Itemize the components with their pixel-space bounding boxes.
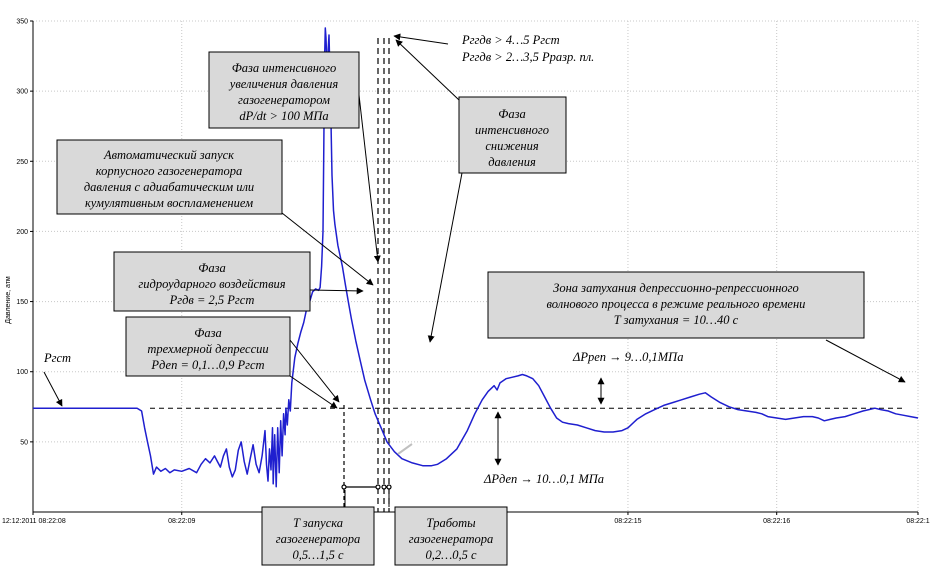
box-t-start <box>261 506 375 566</box>
annotations: Фаза интенсивного увеличения давления газо… <box>43 33 805 562</box>
annotation-p-static-line-0: Pгст <box>43 351 71 365</box>
x-tick-label-1: 08:22:09 <box>168 518 195 525</box>
annotation-t-work-line-1: газогенератора <box>409 532 494 546</box>
annotation-intensive-decrease-line-0: Фаза <box>498 107 525 121</box>
annotation-hydro-impact-line-1: гидроударного воздействия <box>138 277 285 291</box>
annotation-intensive-decrease-line-2: снижения <box>485 139 538 153</box>
annotation-t-work-line-2: 0,2…0,5 с <box>425 548 476 562</box>
x-tick-label-3: 08:22:16 <box>763 518 790 525</box>
y-axis-label: Давление, атм <box>5 276 12 324</box>
x-tick-label-0: 12:12:2011 08:22:08 <box>2 518 66 525</box>
annotation-intensive-increase-line-2: газогенератором <box>238 93 330 107</box>
annotation-depression-line-2: Pдеп = 0,1…0,9 Pгст <box>150 358 264 372</box>
annotation-depression-line-0: Фаза <box>194 326 221 340</box>
annotation-t-start-line-0: T запуска <box>293 516 343 530</box>
annotation-peak-pressure-line-0: Pггдв > 4…5 Pгст <box>461 33 560 47</box>
annotation-damping-zone-line-2: T затухания = 10…40 с <box>614 313 739 327</box>
annotation-intensive-decrease: Фаза интенсивного снижения давления <box>475 107 549 169</box>
annotation-dp-dep: ΔPдеп → 10…0,1 МПа <box>483 472 604 486</box>
annotation-intensive-decrease-line-1: интенсивного <box>475 123 549 137</box>
y-tick-label-0: 50 <box>20 439 28 446</box>
annotation-t-start-line-2: 0,5…1,5 с <box>292 548 343 562</box>
box-damping-zone <box>487 271 865 339</box>
annotation-peak-pressure-line-1: Pггдв > 2…3,5 Pразр. пл. <box>461 50 594 64</box>
annotation-damping-zone: Зона затухания депрессионно-репрессионно… <box>547 281 806 327</box>
annotation-intensive-increase-line-3: dP/dt > 100 МПа <box>239 109 328 123</box>
annotation-peak-pressure: Pггдв > 4…5 Pгст Pггдв > 2…3,5 Pразр. пл. <box>461 33 594 64</box>
y-axis-ticks: 50 100 150 200 250 300 350 <box>16 19 33 446</box>
annotation-intensive-decrease-line-3: давления <box>488 155 536 169</box>
annotation-auto-start-line-3: кумулятивным воспламенением <box>85 196 253 210</box>
x-axis-ticks: 12:12:2011 08:22:08 08:22:09 08:22:15 08:22… <box>2 512 930 525</box>
box-intensive-decrease <box>458 96 567 174</box>
annotation-t-work-line-0: Tработы <box>426 516 476 530</box>
annotation-auto-start-line-0: Автоматический запуск <box>103 148 234 162</box>
box-depression <box>125 316 291 377</box>
annotation-damping-zone-line-1: волнового процесса в режиме реального вр… <box>547 297 806 311</box>
annotation-intensive-increase: Фаза интенсивного увеличения давления газо… <box>228 61 339 123</box>
y-tick-label-3: 200 <box>16 229 28 236</box>
annotation-t-start: T запуска газогенератора 0,5…1,5 с <box>276 516 361 562</box>
box-t-work <box>394 506 508 566</box>
pressure-series-line <box>33 27 919 488</box>
decorative-mark <box>397 443 413 455</box>
annotation-intensive-increase-line-1: увеличения давления <box>228 77 339 91</box>
box-auto-start <box>56 139 283 215</box>
annotation-hydro-impact-line-2: Pгдв = 2,5 Pгст <box>169 293 255 307</box>
annotation-hydro-impact: Фаза гидроударного воздействия Pгдв = 2,5 … <box>138 261 285 307</box>
y-tick-label-1: 100 <box>16 369 28 376</box>
annotation-t-work: Tработы газогенератора 0,2…0,5 с <box>409 516 494 562</box>
x-tick-label-2: 08:22:15 <box>614 518 641 525</box>
y-tick-label-5: 300 <box>16 89 28 96</box>
annotation-t-start-line-1: газогенератора <box>276 532 361 546</box>
leader-lines <box>43 33 906 507</box>
annotation-damping-zone-line-0: Зона затухания депрессионно-репрессионно… <box>553 281 799 295</box>
y-tick-label-2: 150 <box>16 299 28 306</box>
annotation-intensive-increase-line-0: Фаза интенсивного <box>232 61 337 75</box>
annotation-auto-start: Автоматический запуск корпусного газогене… <box>84 148 254 210</box>
y-tick-label-6: 350 <box>16 19 28 26</box>
y-tick-label-4: 250 <box>16 159 28 166</box>
annotation-dp-rep: ΔPреп → 9…0,1МПа <box>572 350 683 364</box>
box-hydro-impact <box>113 251 311 312</box>
annotation-depression: Фаза трехмерной депрессии Pдеп = 0,1…0,9 P… <box>147 326 268 372</box>
annotation-auto-start-line-2: давления с адиабатическим или <box>84 180 254 194</box>
x-tick-label-4: 08:22:1 <box>906 518 929 525</box>
annotation-dp-dep-line-0: ΔPдеп → 10…0,1 МПа <box>483 472 604 486</box>
annotation-p-static: Pгст <box>43 351 71 365</box>
annotation-auto-start-line-1: корпусного газогенератора <box>96 164 242 178</box>
annotation-hydro-impact-line-0: Фаза <box>198 261 225 275</box>
delta-arrows <box>494 377 605 466</box>
annotation-depression-line-1: трехмерной депрессии <box>147 342 268 356</box>
box-intensive-increase <box>208 51 360 129</box>
annotation-dp-rep-line-0: ΔPреп → 9…0,1МПа <box>572 350 683 364</box>
